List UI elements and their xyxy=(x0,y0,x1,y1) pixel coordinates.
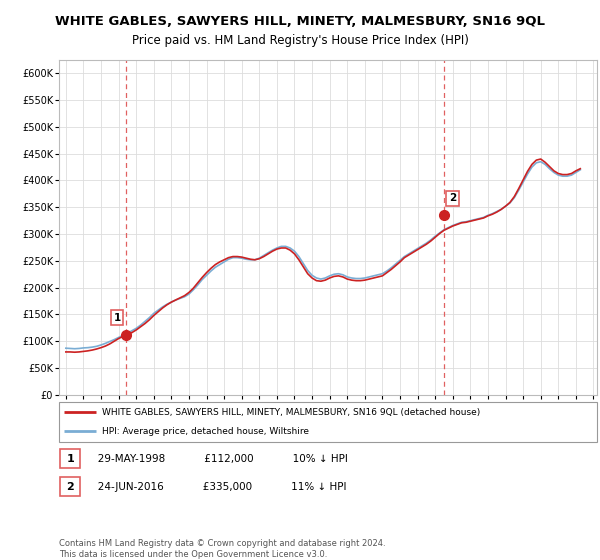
Text: 24-JUN-2016            £335,000            11% ↓ HPI: 24-JUN-2016 £335,000 11% ↓ HPI xyxy=(88,482,347,492)
FancyBboxPatch shape xyxy=(59,402,597,442)
FancyBboxPatch shape xyxy=(60,478,80,496)
Text: WHITE GABLES, SAWYERS HILL, MINETY, MALMESBURY, SN16 9QL: WHITE GABLES, SAWYERS HILL, MINETY, MALM… xyxy=(55,15,545,28)
FancyBboxPatch shape xyxy=(60,450,80,468)
Text: HPI: Average price, detached house, Wiltshire: HPI: Average price, detached house, Wilt… xyxy=(102,427,309,436)
Text: WHITE GABLES, SAWYERS HILL, MINETY, MALMESBURY, SN16 9QL (detached house): WHITE GABLES, SAWYERS HILL, MINETY, MALM… xyxy=(102,408,480,417)
Text: Price paid vs. HM Land Registry's House Price Index (HPI): Price paid vs. HM Land Registry's House … xyxy=(131,34,469,46)
Text: 29-MAY-1998            £112,000            10% ↓ HPI: 29-MAY-1998 £112,000 10% ↓ HPI xyxy=(88,454,348,464)
Text: Contains HM Land Registry data © Crown copyright and database right 2024.
This d: Contains HM Land Registry data © Crown c… xyxy=(59,539,385,559)
Text: 1: 1 xyxy=(113,312,121,323)
Text: 1: 1 xyxy=(66,454,74,464)
Text: 2: 2 xyxy=(66,482,74,492)
Text: 2: 2 xyxy=(449,193,456,203)
